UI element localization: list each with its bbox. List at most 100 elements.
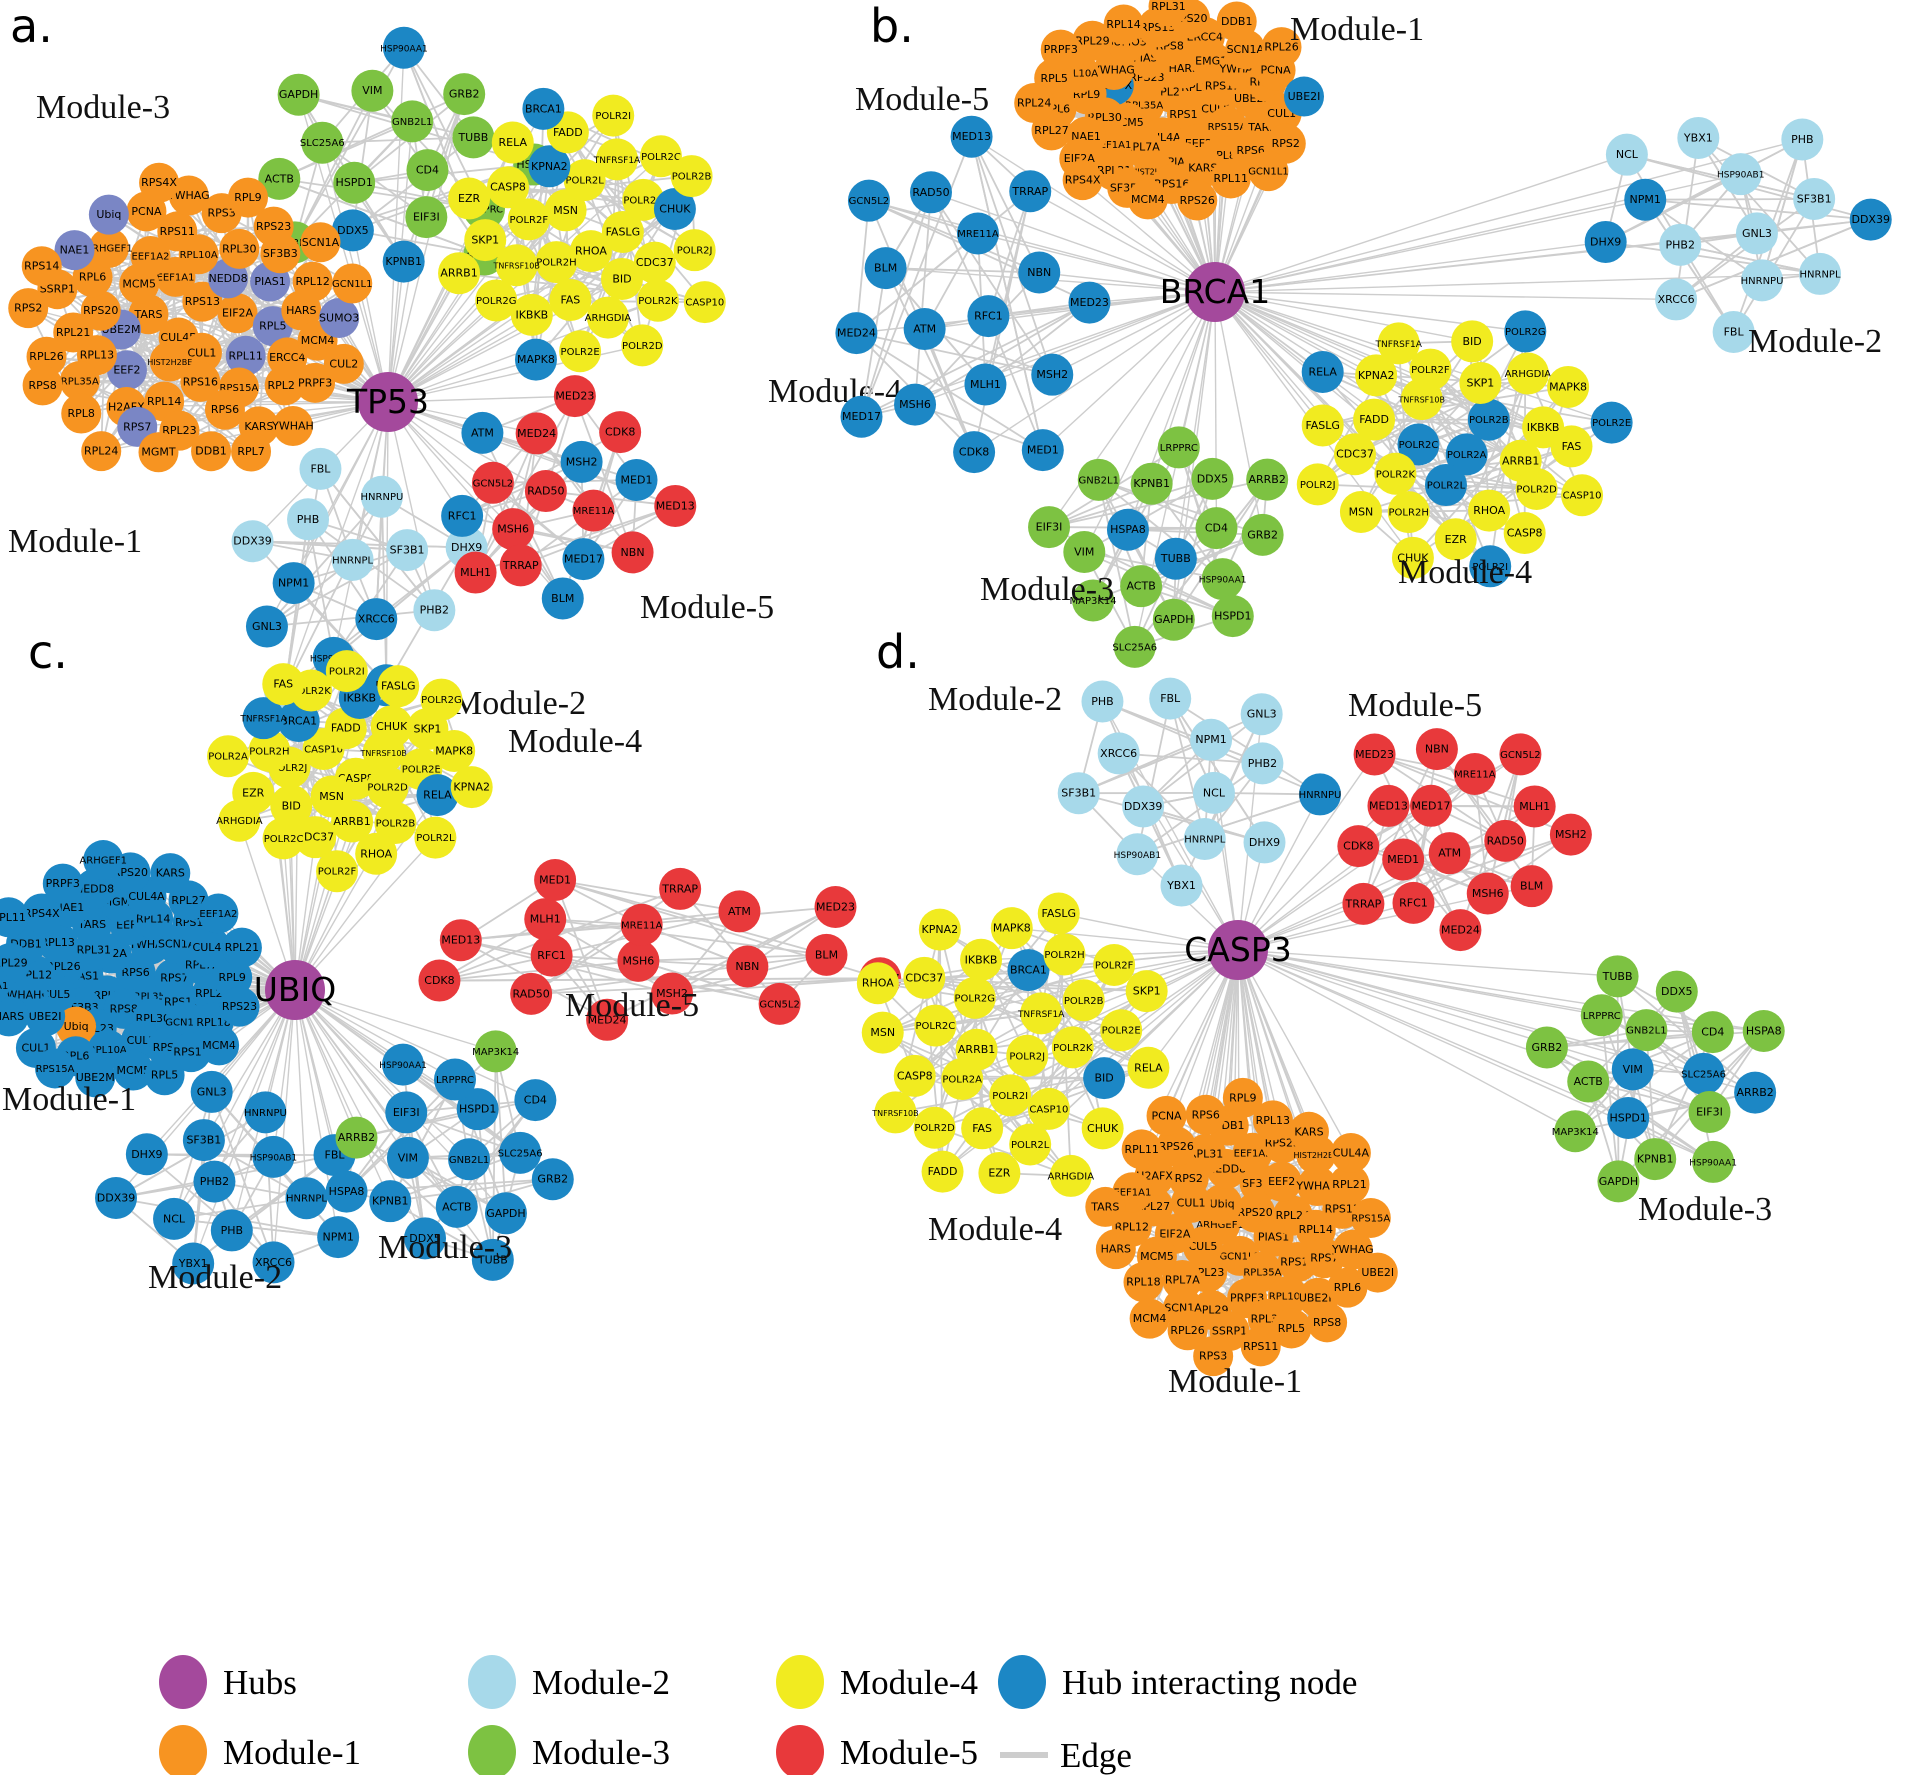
module-label-d-module-3: Module-3 [1638,1191,1772,1228]
node-IKBKB: IKBKB [960,938,1003,981]
node-POLR2J: POLR2J [1006,1034,1049,1077]
node-MCM4: MCM4 [1129,1298,1170,1339]
edge [1214,199,1646,293]
node-RPL7A: RPL7A [1162,1260,1203,1301]
edge [1214,291,1473,343]
node-TNFRSF1A: TNFRSF1A [1375,322,1423,365]
node-POLR2H: POLR2H [535,241,578,284]
node-label: RPL21 [1332,1178,1366,1191]
hub-label: BRCA1 [1160,272,1271,311]
node-label: RPL13 [80,349,114,362]
node-KPNA2: KPNA2 [918,908,961,951]
node-label: NPM1 [1630,193,1661,206]
node-label: CUL4B [193,941,229,954]
node-FAS: FAS [961,1107,1004,1150]
node-POLR2I: POLR2I [989,1074,1032,1117]
node-label: MED1 [1027,444,1059,457]
node-RPS4X: RPS4X [139,162,180,203]
node-label: NAE1 [60,244,90,257]
node-label: RPS20 [1237,1206,1272,1219]
node-label: FADD [928,1165,958,1178]
node-RPS26: RPS26 [1177,180,1218,221]
node-label: POLR2C [264,834,304,845]
node-label: HNRNPL [286,1194,327,1205]
node-RPL29: RPL29 [1072,20,1113,61]
node-RPL26: RPL26 [1261,27,1302,68]
node-label: SSRP1 [1212,1324,1247,1337]
node-label: CD4 [524,1094,547,1107]
node-RPL29: RPL29 [0,943,31,984]
node-label: POLR2H [249,746,289,757]
node-label: POLR2F [318,867,357,878]
node-label: GCN5L2 [473,478,514,489]
node-label: EEF1A2 [131,252,169,263]
node-CDK8: CDK8 [953,431,996,474]
node-FAS: FAS [262,663,305,706]
node-label: RPL35A [1243,1267,1281,1278]
node-RAD50: RAD50 [909,171,952,214]
node-label: RPS14 [24,260,59,273]
node-label: RPS12 [1169,108,1204,121]
node-POLR2D: POLR2D [1515,468,1558,511]
node-label: RPL10A [89,1045,127,1056]
node-label: MSH6 [1472,887,1504,900]
node-label: FAS [1562,440,1582,453]
edge [1413,833,1572,904]
node-CASP8: CASP8 [893,1054,936,1097]
module-label-c-module-2: Module-2 [148,1259,282,1296]
node-label: BRCA1 [525,102,562,115]
node-label: GCN1L1 [1248,167,1289,178]
node-BLM: BLM [805,933,848,976]
node-CDK8: CDK8 [599,411,642,454]
node-label: ARHGEF1 [1196,1220,1244,1231]
node-label: DHX9 [1249,836,1280,849]
node-label: KPNB1 [1637,1153,1674,1166]
node-ARRB2: ARRB2 [1246,458,1289,501]
legend-item-hub-interacting-node: Hub interacting node [998,1655,1357,1709]
node-POLR2J: POLR2J [1296,463,1339,506]
node-label: NCL [163,1212,186,1225]
node-label: CDK8 [1343,840,1373,853]
node-MSH2: MSH2 [560,440,603,483]
node-label: RPS4X [1065,174,1101,187]
node-PHB: PHB [287,498,330,541]
node-HSP90AA1: HSP90AA1 [380,26,428,69]
node-DDB1: DDB1 [191,431,232,472]
node-MLH1: MLH1 [964,363,1007,406]
node-label: POLR2H [1044,950,1084,961]
node-label: YWHAG [167,189,210,202]
node-SF3B1: SF3B1 [182,1119,225,1162]
node-label: ACTB [1574,1075,1603,1088]
edge [1136,762,1263,855]
node-label: RHOA [360,847,392,860]
node-MSH6: MSH6 [492,508,535,551]
node-DDX5: DDX5 [1191,457,1234,500]
node-label: EEF1A2 [1234,1148,1272,1159]
node-label: KARS [156,867,185,880]
node-FBL: FBL [1712,311,1755,354]
edge [1237,949,1764,1032]
edge [1214,291,1677,301]
edge [987,190,1032,317]
node-label: HIST2H2BE [1293,1151,1338,1160]
node-label: POLR2B [672,172,712,183]
node-RPL35A: RPL35A [59,360,100,401]
node-NPM1: NPM1 [1624,178,1667,221]
node-label: MED1 [621,474,653,487]
node-RHOA: RHOA [355,832,398,875]
node-RPL31: RPL31 [1148,0,1189,27]
node-label: RPS15A [1208,122,1247,133]
node-label: RPL14 [1299,1223,1333,1236]
node-label: MED23 [1355,748,1394,761]
edge [387,93,465,403]
edge [1237,949,1602,1016]
node-label: POLR2E [1102,1026,1141,1037]
node-RHOA: RHOA [856,962,899,1005]
node-KPNB1: KPNB1 [382,240,425,283]
legend-label: Module-1 [223,1733,361,1772]
node-POLR2H: POLR2H [1043,933,1086,976]
node-label: TNFRSF1A [1375,340,1423,350]
node-label: YWHAH [271,420,314,433]
edge [146,989,296,1155]
edge [1237,949,1756,1094]
